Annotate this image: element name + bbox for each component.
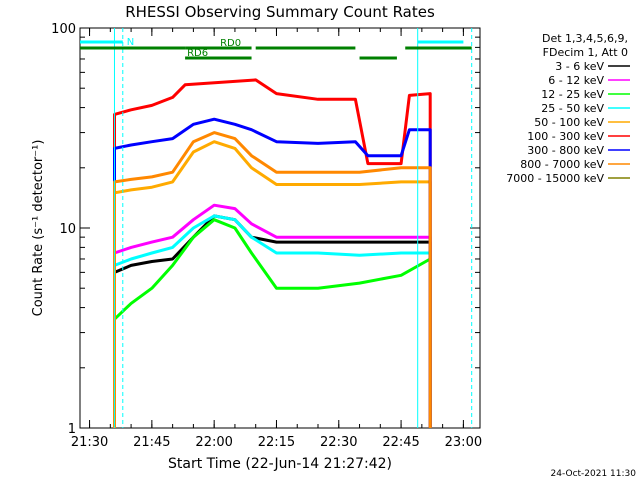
x-tick-label: 21:30 bbox=[71, 435, 108, 450]
series-line-5 bbox=[113, 78, 432, 428]
chart-title: RHESSI Observing Summary Count Rates bbox=[125, 3, 435, 21]
series-line-4 bbox=[113, 140, 432, 428]
y-tick-label: 10 bbox=[59, 222, 76, 237]
legend-label: 3 - 6 keV bbox=[555, 60, 604, 73]
annotation-label: N bbox=[127, 37, 134, 48]
legend-header: Det 1,3,4,5,6,9, bbox=[542, 32, 628, 45]
plot-frame bbox=[79, 27, 481, 429]
legend-label: 300 - 800 keV bbox=[527, 144, 604, 157]
x-axis-label: Start Time (22-Jun-14 21:27:42) bbox=[168, 456, 392, 472]
y-tick-label: 100 bbox=[51, 22, 76, 37]
annotation-label: RD0 bbox=[220, 38, 241, 49]
legend-label: 100 - 300 keV bbox=[527, 130, 604, 143]
legend-label: 12 - 25 keV bbox=[541, 88, 604, 101]
series-line-0 bbox=[113, 214, 432, 428]
legend-label: 50 - 100 keV bbox=[534, 116, 604, 129]
x-tick-label: 22:45 bbox=[382, 435, 419, 450]
legend-label: 6 - 12 keV bbox=[548, 74, 604, 87]
legend-label: 7000 - 15000 keV bbox=[506, 172, 604, 185]
annotation-label: RD6 bbox=[187, 48, 208, 59]
x-tick-label: 23:00 bbox=[445, 435, 482, 450]
x-tick-label: 22:00 bbox=[195, 435, 232, 450]
series-line-6 bbox=[113, 117, 432, 428]
x-tick-label: 22:15 bbox=[258, 435, 295, 450]
series-line-2 bbox=[113, 218, 432, 428]
x-tick-label: 22:30 bbox=[320, 435, 357, 450]
series-line-3 bbox=[113, 214, 432, 428]
y-tick-label: 1 bbox=[68, 422, 76, 437]
series-line-7 bbox=[113, 131, 432, 428]
legend-label: 25 - 50 keV bbox=[541, 102, 604, 115]
series-line-1 bbox=[113, 203, 432, 428]
y-axis-label: Count Rate (s⁻¹ detector⁻¹) bbox=[31, 140, 46, 317]
footer-timestamp: 24-Oct-2021 11:30 bbox=[551, 469, 637, 479]
legend-label: 800 - 7000 keV bbox=[520, 158, 604, 171]
legend-header: FDecim 1, Att 0 bbox=[543, 46, 628, 59]
x-tick-label: 21:45 bbox=[133, 435, 170, 450]
